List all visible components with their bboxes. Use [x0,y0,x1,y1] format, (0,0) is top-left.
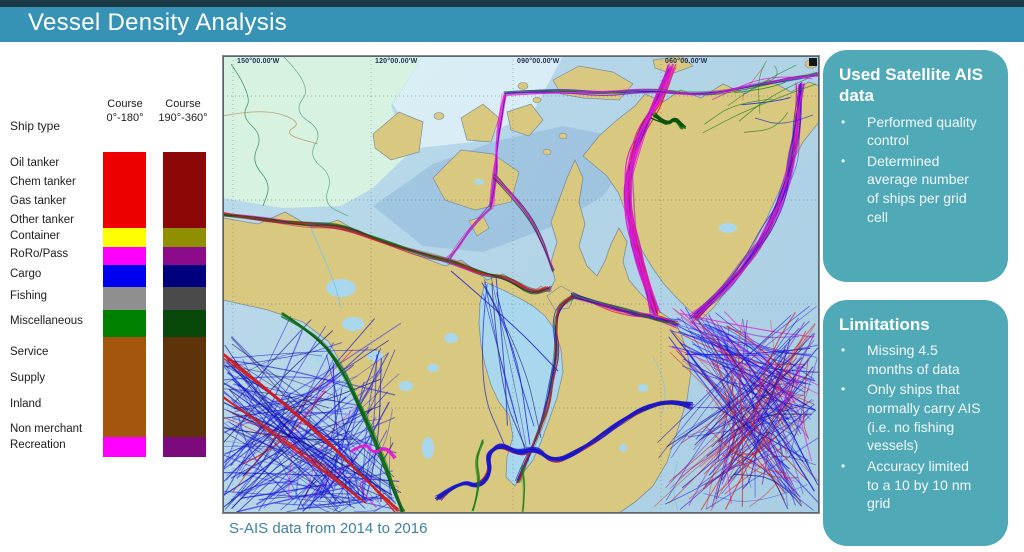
ship-type-legend: Ship type Course 0°-180° Course 190°-360… [0,95,216,485]
legend-course-forward-header: Course 0°-180° [106,98,144,125]
longitude-label-150w: 150°00.00'W [237,58,280,65]
bullet-icon: • [841,458,846,473]
legend-ship-type-item: Gas tanker [10,195,67,207]
legend-ship-type-item: Oil tanker [10,157,60,169]
callout-title: Limitations [839,315,930,334]
page-title: Vessel Density Analysis [28,9,288,36]
legend-colorbar-course-reverse [163,152,206,457]
vessel-density-map: 150°00.00'W 120°00.00'W 090°00.00'W 060°… [222,55,820,514]
callout-bullet: • Accuracy limited to a 10 by 10 nm grid [837,457,998,513]
map-caption: S-AIS data from 2014 to 2016 [229,520,428,537]
legend-ship-type-item: Inland [10,398,42,410]
legend-ship-type-item: Fishing [10,290,48,302]
legend-ship-type-item: Service [10,346,49,358]
callout-bullet: • Performed quality control [837,113,998,150]
legend-ship-type-item: Container [10,230,60,242]
top-accent-strip [0,0,1024,7]
callout-used-satellite-ais: Used Satellite AIS data • Performed qual… [823,50,1008,282]
legend-ship-type-item: Non merchant [10,423,83,435]
callout-bullet: • Determined average number of ships per… [837,152,998,226]
legend-ship-type-item: Recreation [10,439,66,451]
callout-bullet: • Only ships that normally carry AIS (i.… [837,380,998,454]
map-image [223,56,819,513]
bullet-icon: • [841,114,846,129]
bullet-icon: • [841,343,846,358]
callout-limitations: Limitations • Missing 4.5 months of data… [823,300,1008,546]
legend-ship-type-label: Ship type [10,119,61,133]
bullet-icon: • [841,382,846,397]
legend-ship-type-item: Supply [10,372,46,384]
legend-colorbar-course-forward [103,152,146,457]
longitude-label-120w: 120°00.00'W [375,58,418,65]
bullet-icon: • [841,153,846,168]
legend-course-reverse-header: Course 190°-360° [158,98,208,125]
callout-title: Used Satellite AIS data [839,65,983,106]
legend-ship-type-item: Cargo [10,268,42,280]
title-bar: Vessel Density Analysis [0,7,1024,42]
callout-bullet: • Missing 4.5 months of data [837,341,998,378]
legend-ship-type-item: Miscellaneous [10,315,83,327]
longitude-label-090w: 090°00.00'W [517,58,560,65]
legend-ship-type-item: Chem tanker [10,176,76,188]
legend-ship-type-item: RoRo/Pass [10,248,69,260]
legend-ship-type-item: Other tanker [10,214,74,226]
longitude-label-060w: 060°00.00'W [665,58,708,65]
